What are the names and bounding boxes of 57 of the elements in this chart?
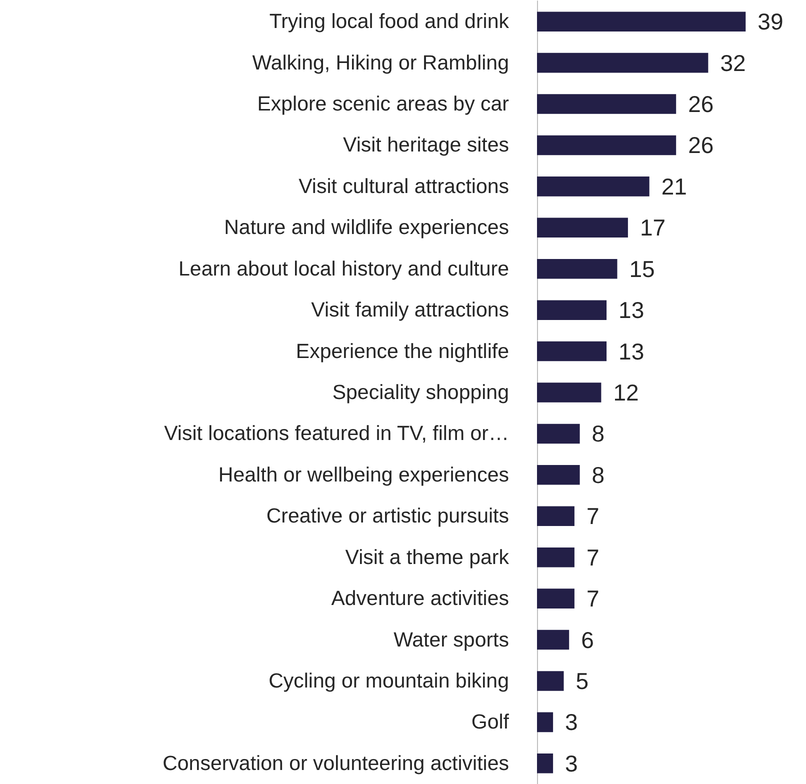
data-label: 13 (618, 297, 644, 324)
y-tick-label: Golf (471, 710, 510, 734)
y-tick-label: Visit heritage sites (343, 134, 509, 157)
y-tick-label: Speciality shopping (332, 381, 509, 404)
data-label: 8 (592, 462, 605, 488)
bar (537, 300, 607, 320)
y-tick-label: Cycling or mountain biking (268, 669, 509, 692)
y-tick-label: Visit cultural attractions (298, 174, 509, 198)
bar (537, 382, 602, 402)
y-tick-label: Health or wellbeing experiences (218, 463, 509, 486)
bar (537, 341, 607, 362)
y-tick-label: Visit locations featured in TV, film or… (164, 422, 509, 446)
data-label: 26 (688, 91, 714, 118)
y-tick-label: Visit family attractions (311, 298, 509, 322)
y-tick-label: Nature and wildlife experiences (224, 216, 509, 240)
data-label: 26 (688, 132, 714, 158)
bar (537, 712, 554, 732)
bar (537, 258, 618, 279)
y-tick-label: Walking, Hiking or Rambling (252, 51, 509, 74)
y-tick-label: Learn about local history and culture (178, 257, 509, 280)
data-label: 13 (618, 338, 644, 364)
bar (537, 176, 650, 196)
data-label: 32 (720, 50, 746, 76)
data-label: 7 (586, 503, 600, 530)
bar (537, 424, 580, 444)
bar (537, 630, 570, 650)
data-label: 17 (640, 214, 666, 241)
bar (537, 135, 676, 156)
bar (537, 218, 628, 238)
bar (537, 52, 708, 73)
data-label: 39 (758, 8, 784, 35)
data-label: 7 (586, 586, 600, 612)
bar (537, 754, 554, 774)
bar (537, 588, 574, 608)
data-label: 12 (613, 380, 639, 406)
bar (537, 94, 676, 114)
y-tick-label: Trying local food and drink (269, 10, 510, 34)
data-label: 7 (586, 544, 600, 570)
data-label: 15 (629, 256, 655, 282)
data-label: 5 (576, 668, 589, 694)
y-tick-label: Visit a theme park (345, 546, 510, 569)
bar (537, 671, 564, 691)
y-tick-label: Creative or artistic pursuits (266, 504, 509, 528)
bar (537, 12, 746, 32)
bar (537, 465, 580, 485)
bar (537, 506, 574, 526)
data-label: 6 (581, 626, 594, 653)
y-tick-label: Experience the nightlife (296, 340, 509, 363)
data-label: 3 (565, 750, 578, 776)
bar (537, 547, 574, 568)
y-tick-label: Water sports (394, 628, 509, 652)
data-label: 21 (661, 173, 687, 200)
y-tick-label: Explore scenic areas by car (257, 92, 510, 116)
data-label: 8 (592, 420, 605, 447)
data-label: 3 (565, 709, 578, 736)
y-tick-label: Conservation or volunteering activities (162, 752, 509, 775)
y-tick-label: Adventure activities (331, 587, 509, 610)
